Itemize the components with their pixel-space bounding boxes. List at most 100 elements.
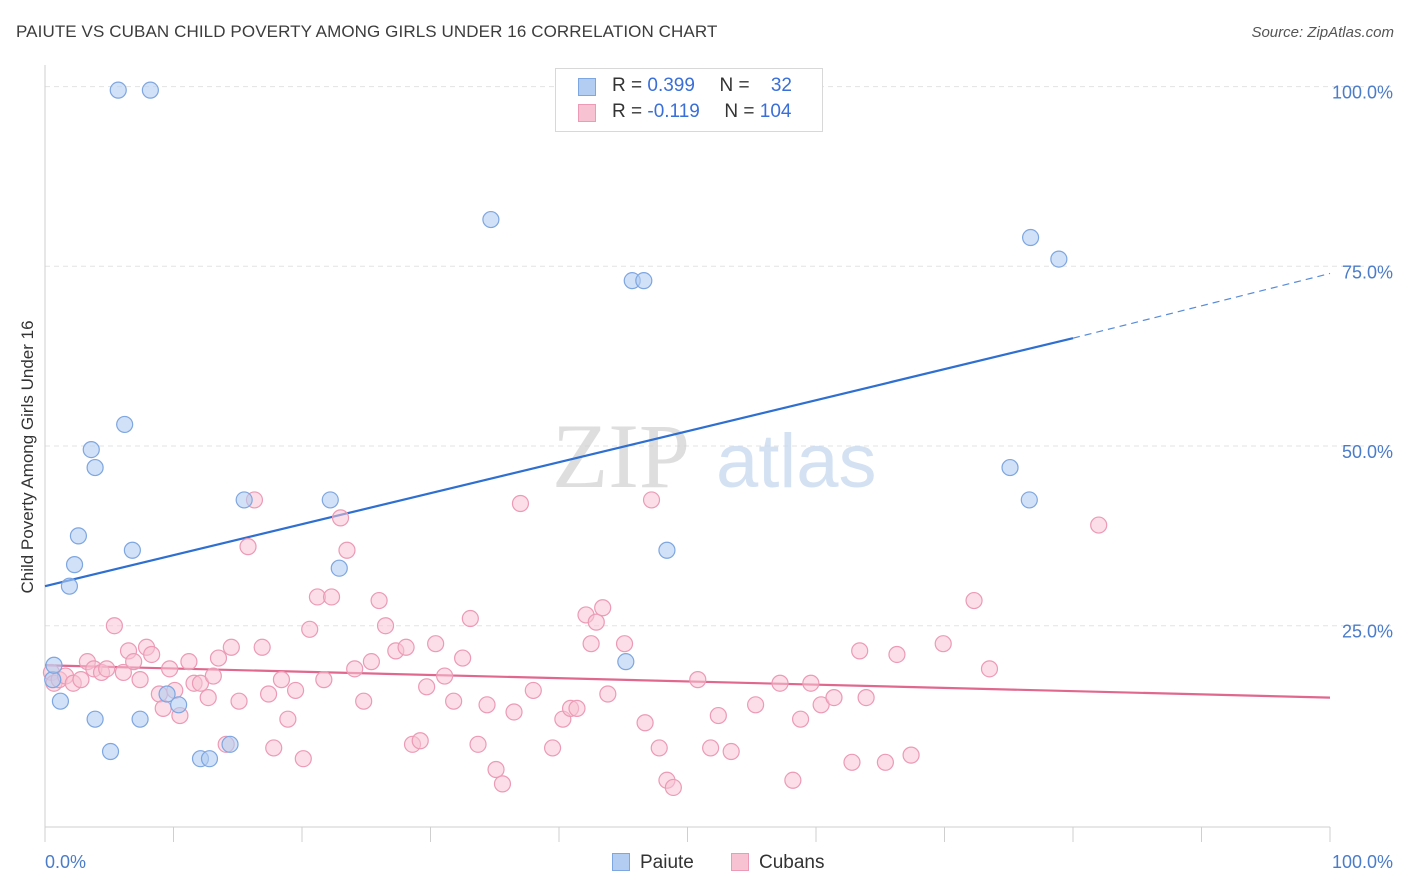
cubans-point bbox=[478, 696, 496, 714]
y-axis-title: Child Poverty Among Girls Under 16 bbox=[18, 320, 37, 593]
paiute-point bbox=[116, 415, 134, 434]
bottom-legend-paiute: Paiute bbox=[612, 852, 694, 874]
paiute-point bbox=[658, 541, 676, 559]
paiute-point bbox=[44, 671, 62, 689]
cubans-point bbox=[469, 735, 487, 753]
bottom-paiute-swatch bbox=[612, 853, 630, 871]
bottom-cubans-label: Cubans bbox=[759, 852, 825, 873]
cubans-point bbox=[689, 671, 707, 689]
watermark-atlas: atlas bbox=[716, 419, 877, 504]
paiute-point bbox=[60, 577, 79, 595]
cubans-point bbox=[230, 692, 248, 710]
watermark-zip: ZIP bbox=[552, 405, 690, 507]
paiute-point bbox=[82, 440, 100, 459]
cubans-point bbox=[98, 660, 116, 678]
y-tick-label-3: 100.0% bbox=[1332, 83, 1393, 103]
cubans-point bbox=[355, 692, 373, 710]
cubans-point bbox=[445, 692, 463, 710]
cubans-point bbox=[902, 746, 920, 764]
cubans-point bbox=[259, 685, 278, 703]
cubans-point bbox=[615, 635, 634, 653]
cubans-point bbox=[154, 699, 172, 717]
source-label: Source: ZipAtlas.com bbox=[1251, 24, 1394, 41]
cubans-point bbox=[253, 638, 271, 656]
cubans-point bbox=[294, 750, 312, 768]
cubans-point bbox=[265, 739, 283, 757]
y-tick-label-1: 50.0% bbox=[1342, 442, 1393, 462]
paiute-point bbox=[86, 710, 104, 728]
paiute-trend-extension bbox=[1072, 272, 1331, 339]
paiute-point bbox=[1001, 458, 1019, 477]
paiute-trend-line bbox=[44, 337, 1074, 588]
cubans-point bbox=[322, 588, 341, 606]
cubans-point bbox=[857, 689, 875, 707]
paiute-point bbox=[86, 458, 104, 477]
paiute-point bbox=[170, 696, 188, 714]
cubans-point bbox=[436, 667, 454, 685]
y-tick-label-2: 75.0% bbox=[1342, 262, 1393, 282]
cubans-point bbox=[315, 671, 333, 689]
cubans-point bbox=[487, 760, 505, 779]
cubans-point bbox=[125, 653, 143, 671]
paiute-point bbox=[635, 272, 653, 290]
cubans-point bbox=[411, 732, 429, 750]
paiute-r-value: 0.399 bbox=[647, 75, 695, 96]
chart-title: PAIUTE VS CUBAN CHILD POVERTY AMONG GIRL… bbox=[16, 22, 718, 41]
cubans-swatch bbox=[578, 104, 596, 122]
cubans-point bbox=[301, 620, 319, 638]
paiute-point bbox=[158, 685, 176, 703]
cubans-point bbox=[279, 710, 297, 728]
cubans-point bbox=[397, 638, 415, 656]
bottom-cubans-swatch bbox=[731, 853, 749, 871]
cubans-point bbox=[209, 649, 228, 667]
cubans-point bbox=[664, 778, 682, 797]
paiute-point bbox=[221, 735, 239, 753]
cubans-points bbox=[42, 491, 1108, 797]
cubans-point bbox=[888, 645, 906, 664]
paiute-points bbox=[44, 81, 1068, 768]
cubans-point bbox=[876, 753, 894, 771]
paiute-point bbox=[109, 81, 127, 99]
cubans-point bbox=[222, 638, 240, 656]
cubans-point bbox=[180, 653, 198, 671]
cubans-point bbox=[582, 635, 600, 653]
cubans-r-value: -0.119 bbox=[647, 101, 700, 122]
cubans-point bbox=[418, 678, 436, 696]
bottom-paiute-label: Paiute bbox=[640, 852, 694, 873]
paiute-point bbox=[235, 491, 253, 509]
x-tick-label-1: 100.0% bbox=[1332, 852, 1393, 872]
cubans-point bbox=[1090, 516, 1108, 534]
cubans-point bbox=[114, 663, 132, 682]
cubans-point bbox=[331, 509, 350, 527]
cubans-point bbox=[594, 599, 612, 617]
cubans-point bbox=[286, 681, 305, 700]
cubans-point bbox=[461, 609, 479, 628]
cubans-point bbox=[702, 739, 720, 757]
cubans-point bbox=[802, 674, 820, 692]
cubans-point bbox=[843, 753, 861, 771]
paiute-point bbox=[482, 210, 500, 229]
cubans-n-label: N = bbox=[724, 101, 760, 122]
paiute-point bbox=[1050, 250, 1068, 268]
cubans-r-label: R = bbox=[612, 101, 648, 122]
cubans-point bbox=[791, 710, 810, 728]
cubans-point bbox=[709, 706, 727, 725]
cubans-point bbox=[599, 685, 617, 703]
correlation-legend: R = 0.399 N = 32 R = -0.119 N = 104 bbox=[555, 68, 823, 132]
cubans-point bbox=[722, 742, 740, 761]
cubans-point bbox=[346, 660, 364, 678]
paiute-point bbox=[123, 541, 141, 559]
cubans-point bbox=[587, 613, 605, 631]
cubans-point bbox=[812, 696, 830, 714]
paiute-n-label: N = bbox=[719, 75, 755, 96]
cubans-point bbox=[493, 775, 512, 793]
paiute-point bbox=[101, 742, 120, 761]
x-tick-label-0: 0.0% bbox=[45, 852, 86, 872]
cubans-point bbox=[370, 591, 388, 610]
cubans-point bbox=[131, 671, 149, 689]
cubans-point bbox=[511, 494, 530, 513]
cubans-point bbox=[204, 667, 222, 685]
paiute-point bbox=[200, 750, 219, 768]
paiute-point bbox=[131, 710, 149, 728]
